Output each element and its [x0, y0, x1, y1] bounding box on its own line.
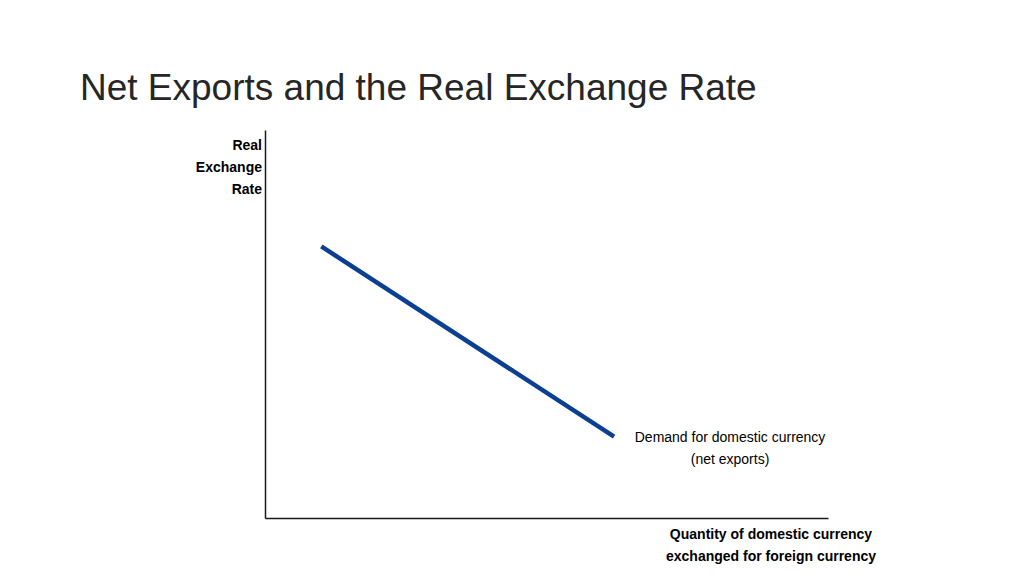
y-axis-title-line: Exchange	[196, 159, 262, 175]
chart: Net Exports and the Real Exchange Rate Re…	[0, 0, 1024, 576]
series-line	[321, 246, 614, 436]
series-label-line: (net exports)	[691, 451, 770, 467]
y-axis-line	[265, 131, 267, 519]
series-label-line: Demand for domestic currency	[635, 429, 826, 445]
y-axis-title-line: Rate	[232, 181, 263, 197]
x-axis-title-line: exchanged for foreign currency	[666, 548, 876, 564]
y-axis-title: Real Exchange Rate	[196, 137, 262, 197]
x-axis-title-line: Quantity of domestic currency	[670, 526, 872, 542]
series-label: Demand for domestic currency (net exports…	[635, 429, 826, 467]
x-axis-line	[266, 518, 829, 520]
x-axis	[266, 518, 829, 519]
plot-area	[321, 246, 614, 436]
title: Net Exports and the Real Exchange Rate	[80, 67, 757, 108]
y-axis	[265, 131, 266, 519]
y-axis-title-line: Real	[232, 137, 262, 153]
x-axis-title: Quantity of domestic currency exchanged f…	[666, 526, 876, 564]
